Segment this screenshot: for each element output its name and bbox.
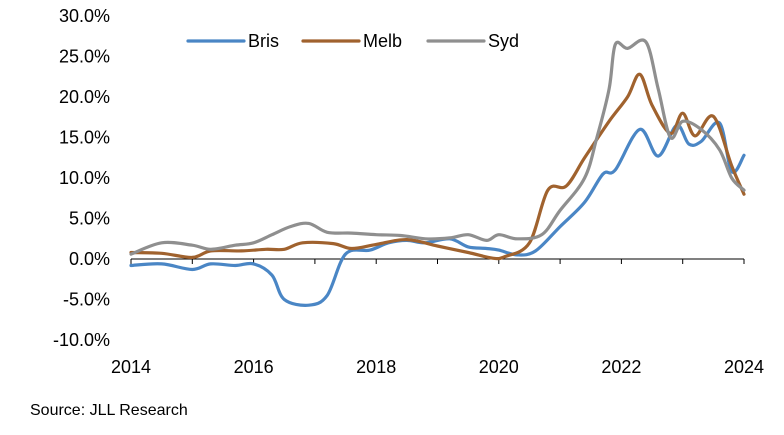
series-line-melb: [129, 72, 746, 261]
series-line-syd: [129, 38, 746, 256]
y-tick-label: 30.0%: [59, 6, 110, 26]
axes: [130, 258, 745, 264]
source-note: Source: JLL Research: [30, 402, 188, 419]
y-tick-label: 0.0%: [69, 249, 110, 269]
legend-label-syd: Syd: [488, 31, 519, 51]
series-line-bris: [129, 120, 746, 307]
series-lines: [129, 38, 746, 307]
y-tick-labels: 30.0% 25.0% 20.0% 15.0% 10.0% 5.0% 0.0% -5.0% -1…: [53, 6, 110, 350]
legend-label-melb: Melb: [363, 31, 402, 51]
y-tick-label: 10.0%: [59, 168, 110, 188]
y-tick-label: 15.0%: [59, 128, 110, 148]
x-tick-label: 2016: [234, 357, 274, 377]
x-tick-label: 2022: [601, 357, 641, 377]
legend: Bris Melb Syd: [186, 31, 519, 51]
legend-label-bris: Bris: [248, 31, 279, 51]
y-tick-label: 20.0%: [59, 87, 110, 107]
x-tick-label: 2024: [724, 357, 764, 377]
y-tick-label: 25.0%: [59, 47, 110, 67]
x-tick-label: 2018: [356, 357, 396, 377]
x-tick-labels: 2014 2016 2018 2020 2022 2024: [111, 357, 764, 377]
x-tick-label: 2014: [111, 357, 151, 377]
y-tick-label: 5.0%: [69, 209, 110, 229]
y-tick-label: -10.0%: [53, 330, 110, 350]
x-tick-label: 2020: [479, 357, 519, 377]
y-tick-label: -5.0%: [63, 290, 110, 310]
